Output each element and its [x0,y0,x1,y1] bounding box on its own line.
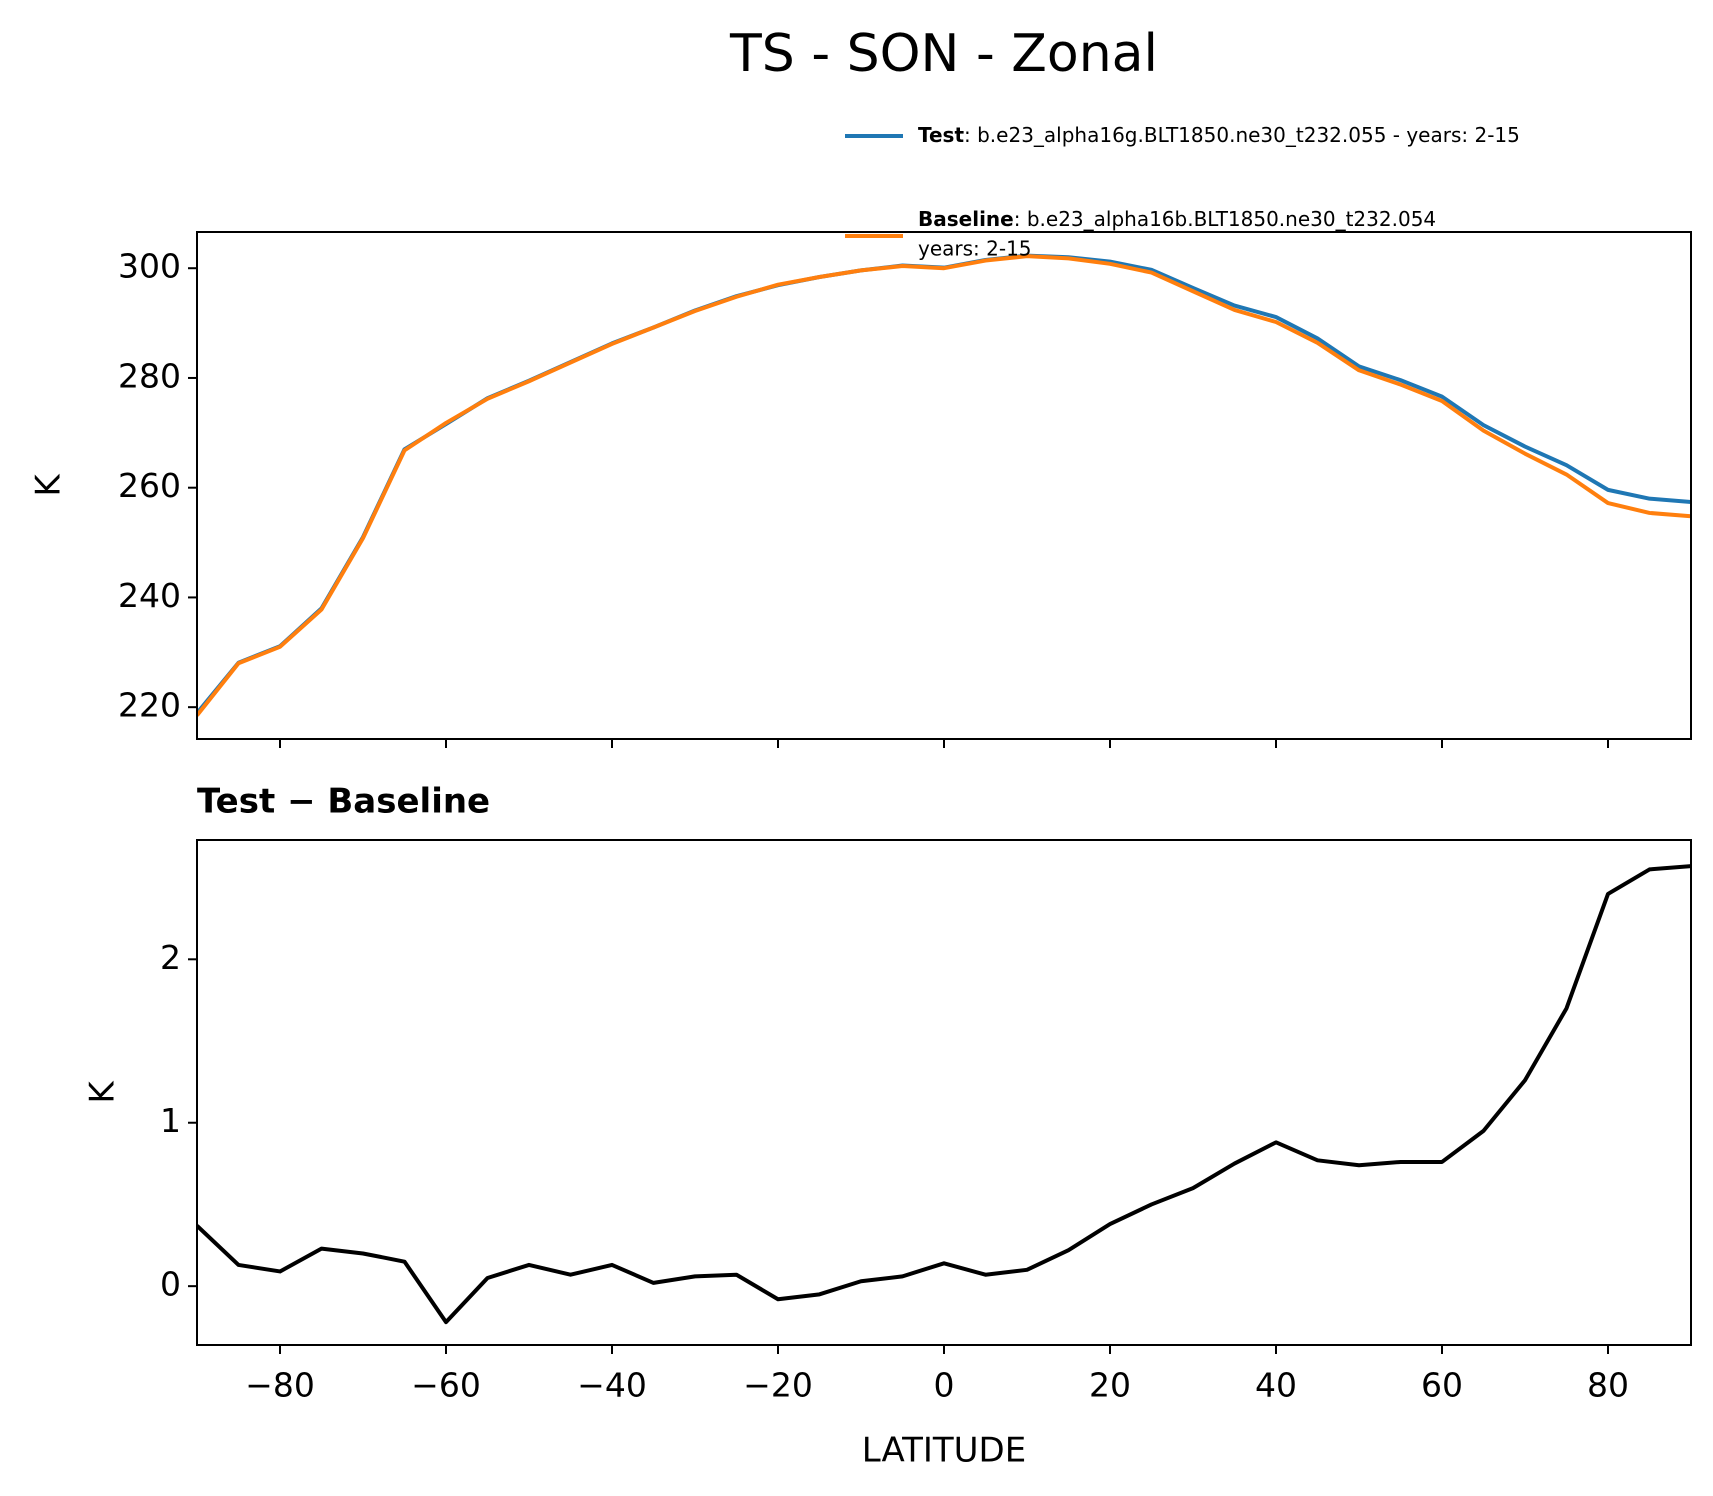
x-tick-label: 0 [934,1366,955,1405]
legend-name: Baseline [918,207,1014,231]
y-axis-label: K [83,1080,123,1104]
plot-frame [196,839,1692,1346]
x-tick-label: −20 [743,1366,813,1405]
y-tick-label: 260 [118,466,181,505]
y-tick-label: 1 [160,1101,181,1140]
x-tick-label: −80 [245,1366,315,1405]
y-tick-label: 0 [160,1265,181,1304]
x-tick-label: 40 [1255,1366,1297,1405]
plot-frame [196,231,1692,740]
legend-name: Test [918,123,964,147]
data-line [197,864,1691,1325]
legend-case: : b.e23_alpha16g.BLT1850.ne30_t232.055 -… [964,123,1520,147]
y-axis-label: K [29,473,69,497]
y-tick-label: 2 [160,938,181,977]
subplot-title: Test − Baseline [197,782,490,822]
y-tick-label: 300 [118,247,181,286]
y-tick-label: 280 [118,356,181,395]
x-axis-label: LATITUDE [862,1431,1026,1471]
legend-entry: Test: b.e23_alpha16g.BLT1850.ne30_t232.0… [918,123,1520,147]
legend-entry: Baseline: b.e23_alpha16b.BLT1850.ne30_t2… [918,207,1436,231]
x-tick-label: −40 [577,1366,647,1405]
data-line [197,254,1691,717]
figure-title: TS - SON - Zonal [729,24,1158,84]
x-tick-label: 80 [1587,1366,1629,1405]
y-tick-label: 220 [118,686,181,725]
legend-case: : b.e23_alpha16b.BLT1850.ne30_t232.054 [1014,207,1436,231]
y-tick-label: 240 [118,576,181,615]
x-tick-label: 20 [1089,1366,1131,1405]
x-tick-label: 60 [1421,1366,1463,1405]
legend-case: years: 2-15 [918,237,1032,261]
x-tick-label: −60 [411,1366,481,1405]
